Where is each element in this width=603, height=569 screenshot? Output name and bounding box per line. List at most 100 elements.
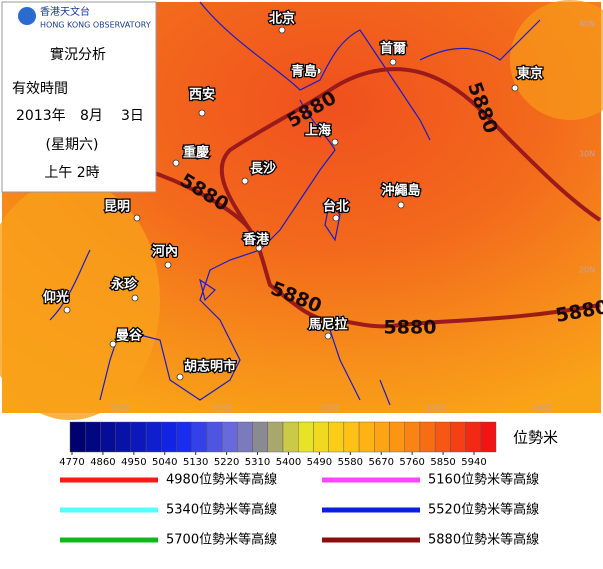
city-dot bbox=[133, 214, 141, 222]
city-dot bbox=[324, 332, 332, 340]
org-cn: 香港天文台 bbox=[40, 5, 90, 18]
colorbar-cell bbox=[313, 421, 329, 453]
city-dot bbox=[131, 294, 139, 302]
year: 2013年 bbox=[16, 108, 66, 124]
colorbar-tick-label: 5040 bbox=[152, 457, 177, 468]
legend-label: 5880位勢米等高線 bbox=[428, 532, 539, 548]
city-dot bbox=[389, 58, 397, 66]
city-label: 沖繩島 bbox=[381, 183, 420, 199]
colorbar-cell bbox=[419, 421, 436, 453]
lon-label: 120E bbox=[320, 404, 340, 413]
legend-label: 5160位勢米等高線 bbox=[428, 472, 539, 488]
city-label: 香港 bbox=[242, 232, 270, 248]
legend: 4980位勢米等高線 5160位勢米等高線 5340位勢米等高線 5520位勢米等高線… bbox=[60, 472, 539, 548]
city-label: 東京 bbox=[517, 66, 543, 82]
city-dot bbox=[331, 138, 339, 146]
contour-label: 5880 bbox=[384, 317, 437, 339]
lon-label: 110E bbox=[212, 404, 232, 413]
legend-label: 4980位勢米等高線 bbox=[166, 472, 277, 488]
city-label: 西安 bbox=[189, 87, 215, 103]
colorbar-tick-label: 4950 bbox=[121, 457, 146, 468]
city-label: 青島 bbox=[291, 64, 317, 80]
colorbar-tick-label: 5490 bbox=[307, 457, 332, 468]
colorbar-cell bbox=[161, 421, 177, 453]
city-dot bbox=[198, 109, 206, 117]
colorbar-cell bbox=[237, 421, 253, 453]
weekday: (星期六) bbox=[46, 137, 99, 153]
colorbar-cell bbox=[358, 421, 375, 453]
colorbar-cell bbox=[252, 421, 268, 453]
colorbar-tick-label: 5940 bbox=[461, 457, 486, 468]
legend-label: 5340位勢米等高線 bbox=[166, 502, 277, 518]
city-label: 長沙 bbox=[250, 162, 276, 177]
colorbar-unit: 位勢米 bbox=[513, 429, 558, 447]
colorbar-cell bbox=[328, 421, 345, 453]
city-label: 首爾 bbox=[380, 41, 406, 57]
colorbar-cell bbox=[374, 421, 390, 453]
lon-label: 130E bbox=[426, 404, 446, 413]
colorbar-tick-label: 5760 bbox=[399, 457, 424, 468]
lat-label: 40N bbox=[579, 20, 595, 29]
city-dot bbox=[397, 201, 405, 209]
colorbar-cell bbox=[221, 421, 238, 453]
colorbar: 4770 4860 4950 5040 5130 5220 5310 5400 5490 5580… bbox=[59, 421, 497, 468]
shade bbox=[0, 180, 160, 420]
colorbar-cell bbox=[389, 421, 405, 453]
logo-icon bbox=[18, 7, 36, 25]
colorbar-cell bbox=[206, 421, 223, 453]
colorbar-cell bbox=[267, 421, 284, 453]
city-label: 台北 bbox=[323, 199, 349, 215]
valid-label: 有效時間 bbox=[12, 81, 68, 97]
city-label: 馬尼拉 bbox=[308, 317, 347, 333]
colorbar-tick-label: 5580 bbox=[338, 457, 363, 468]
colorbar-tick-label: 4770 bbox=[59, 457, 84, 468]
city-label: 昆明 bbox=[104, 199, 130, 215]
colorbar-tick-label: 5400 bbox=[276, 457, 301, 468]
colorbar-cell bbox=[115, 421, 132, 453]
colorbar-cell bbox=[191, 421, 208, 453]
city-dot bbox=[164, 261, 172, 269]
colorbar-cell bbox=[298, 421, 314, 453]
colorbar-cell bbox=[145, 421, 162, 453]
city-dot bbox=[109, 340, 117, 348]
legend-label: 5700位勢米等高線 bbox=[166, 532, 277, 548]
city-dot bbox=[278, 26, 286, 34]
day: 3日 bbox=[121, 108, 144, 124]
time: 上午 2時 bbox=[44, 165, 99, 181]
city-label: 北京 bbox=[269, 11, 295, 27]
city-dot bbox=[241, 177, 249, 185]
shade bbox=[510, 0, 603, 120]
city-label: 曼谷 bbox=[116, 328, 143, 344]
org-en: HONG KONG OBSERVATORY bbox=[40, 21, 151, 30]
city-dot bbox=[314, 67, 322, 75]
city-dot bbox=[176, 373, 184, 381]
lat-label: 20N bbox=[579, 266, 595, 275]
lon-label: 140E bbox=[532, 404, 552, 413]
info-panel bbox=[1, 1, 157, 193]
colorbar-cell bbox=[465, 421, 481, 453]
colorbar-cell bbox=[480, 421, 497, 453]
city-dot bbox=[172, 159, 180, 167]
colorbar-tick-label: 5670 bbox=[369, 457, 394, 468]
colorbar-tick-label: 5220 bbox=[214, 457, 239, 468]
colorbar-cell bbox=[343, 421, 360, 453]
city-dot bbox=[255, 244, 263, 252]
colorbar-tick-label: 4860 bbox=[90, 457, 115, 468]
city-label: 重慶 bbox=[183, 145, 210, 161]
lat-label: 30N bbox=[579, 150, 595, 159]
colorbar-tick-label: 5130 bbox=[183, 457, 208, 468]
coastline bbox=[49, 1, 541, 406]
city-label: 胡志明市 bbox=[184, 359, 236, 375]
colorbar-tick-label: 5310 bbox=[245, 457, 270, 468]
title: 實況分析 bbox=[50, 46, 106, 63]
city-label: 仰光 bbox=[43, 290, 69, 306]
colorbar-cell bbox=[100, 421, 116, 453]
colorbar-cell bbox=[69, 421, 86, 453]
city-label: 永珍 bbox=[110, 277, 138, 293]
colorbar-cell bbox=[130, 421, 147, 453]
lon-label: 100E bbox=[110, 404, 130, 413]
